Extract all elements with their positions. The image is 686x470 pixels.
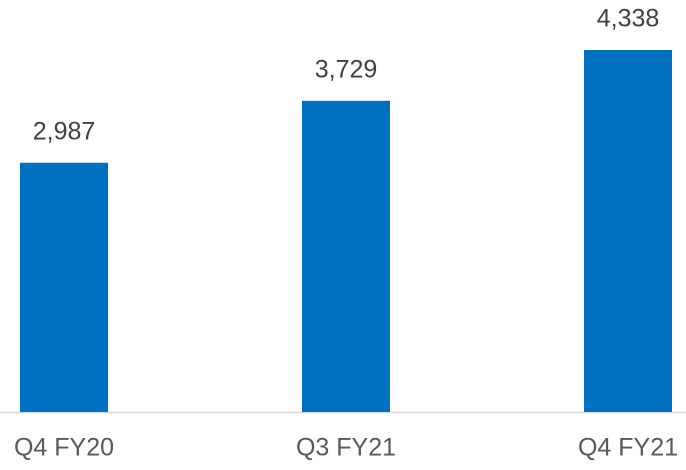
value-label: 2,987 (33, 117, 96, 145)
x-tick-label: Q3 FY21 (296, 434, 396, 462)
x-tick-label: Q4 FY21 (578, 434, 678, 462)
bar (584, 50, 672, 412)
bar (20, 162, 108, 412)
bar (302, 100, 390, 412)
value-label: 3,729 (315, 55, 378, 83)
x-tick-label: Q4 FY20 (14, 434, 114, 462)
value-label: 4,338 (597, 5, 660, 33)
